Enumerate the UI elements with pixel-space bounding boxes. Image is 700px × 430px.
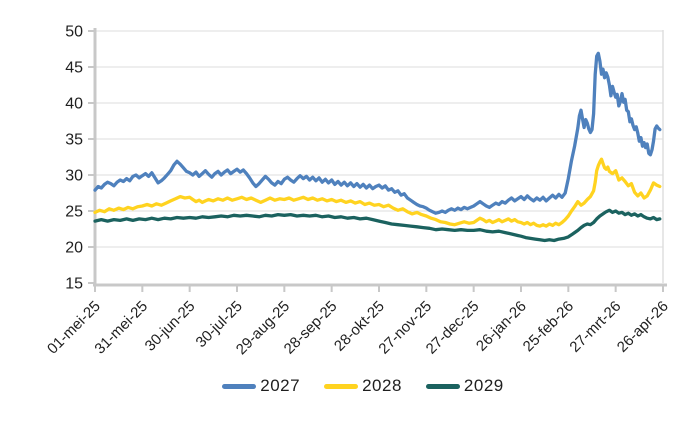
- series-line-2029[interactable]: [93, 208, 662, 243]
- y-tick-label: 35: [65, 132, 83, 149]
- series-line-2028[interactable]: [93, 157, 662, 228]
- y-tick-label: 40: [65, 96, 83, 113]
- legend-label: 2028: [362, 376, 402, 395]
- y-tick-label: 45: [65, 60, 83, 77]
- legend-marker-2029: [425, 383, 460, 389]
- legend-marker-2028: [324, 383, 359, 389]
- y-tick-label: 25: [65, 204, 83, 221]
- legend-item-2029[interactable]: 2029: [425, 376, 504, 396]
- legend: 2027 2028 2029: [0, 376, 700, 396]
- x-tick-label: 26-apr-26: [614, 298, 672, 356]
- legend-label: 2029: [463, 376, 504, 395]
- x-tick-label: 30-jun-25: [142, 298, 199, 355]
- y-tick-label: 15: [65, 276, 83, 293]
- y-tick-label: 30: [65, 168, 83, 185]
- series-line-2027[interactable]: [93, 51, 662, 215]
- legend-item-2027[interactable]: 2027: [222, 376, 300, 396]
- legend-marker-2027: [222, 383, 257, 389]
- legend-item-2028[interactable]: 2028: [324, 376, 402, 396]
- y-tick-label: 50: [65, 24, 83, 41]
- y-tick-label: 20: [65, 240, 83, 257]
- legend-label: 2027: [260, 376, 301, 395]
